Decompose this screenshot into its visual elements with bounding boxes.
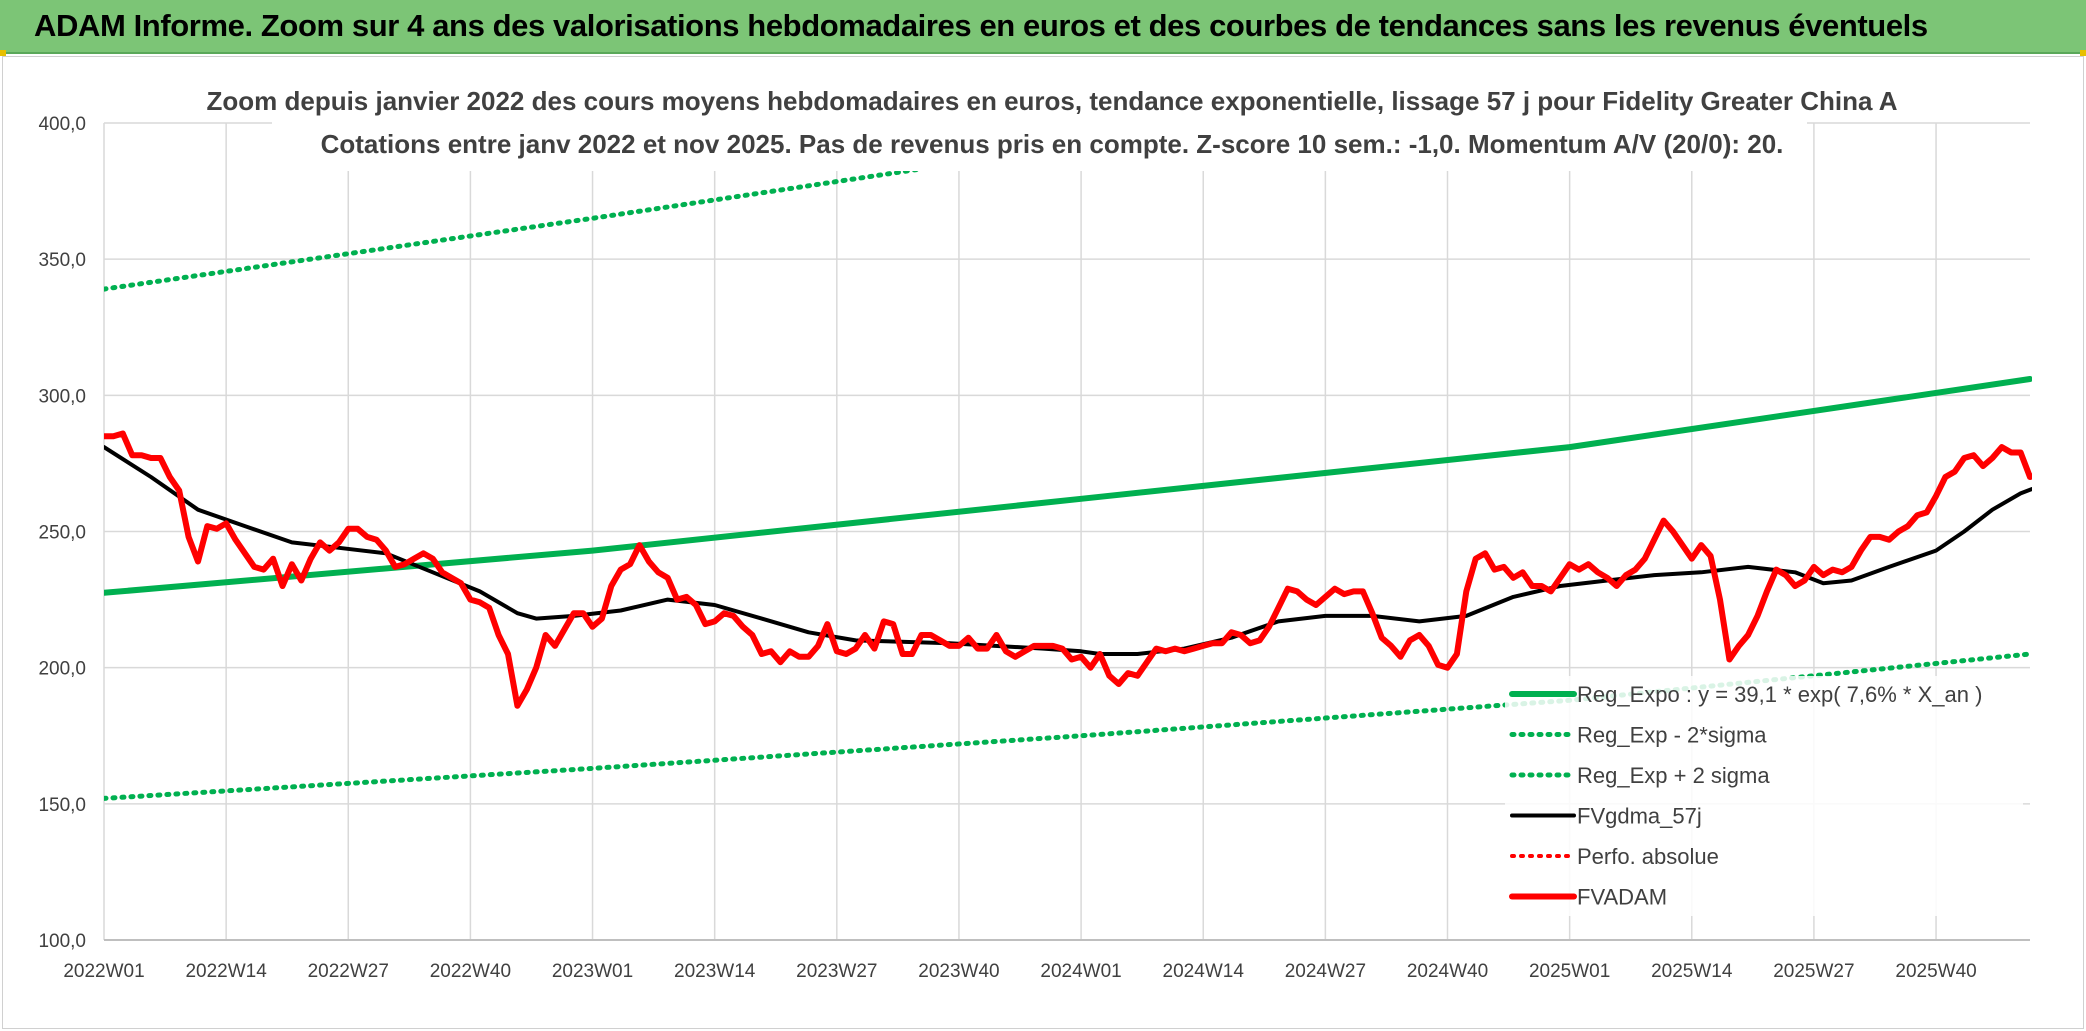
legend-background [1505,676,2023,916]
x-tick-label: 2023W27 [796,961,877,982]
x-tick-label: 2024W01 [1040,961,1121,982]
legend-item-absolute-perf: Perfo. absolue [1510,844,1719,869]
y-tick-label: 400,0 [38,114,86,135]
x-tick-label: 2025W40 [1895,961,1976,982]
smoothed-line-series [104,445,2032,656]
y-tick-label: 300,0 [38,386,86,407]
x-tick-label: 2024W40 [1407,961,1488,982]
y-tick-label: 150,0 [38,795,86,816]
chart-title-background [272,80,1807,171]
legend-item-trend: Reg_Expo : y = 39,1 * exp( 7,6% * X_an ) [1509,682,1982,707]
price-line-series [104,430,2032,709]
y-tick-label: 350,0 [38,250,86,271]
report-title: ADAM Informe. Zoom sur 4 ans des valoris… [34,8,1928,43]
legend-label: Reg_Expo : y = 39,1 * exp( 7,6% * X_an ) [1577,682,1982,707]
legend-item-upper-band: Reg_Exp + 2 sigma [1509,763,1770,788]
x-tick-label: 2025W27 [1773,961,1854,982]
legend-item-smoothed: FVgdma_57j [1510,804,1702,829]
x-tick-label: 2023W40 [918,961,999,982]
trend-line-series [104,376,2032,596]
x-tick-label: 2024W27 [1285,961,1366,982]
y-tick-label: 100,0 [38,931,86,952]
x-tick-label: 2022W27 [308,961,389,982]
x-tick-label: 2022W01 [63,961,144,982]
report-banner: ADAM Informe. Zoom sur 4 ans des valoris… [0,0,2086,54]
corner-marker-right [2080,50,2086,56]
chart-frame [2,56,2084,1029]
legend-label: Reg_Exp + 2 sigma [1577,763,1770,788]
legend: Reg_Expo : y = 39,1 * exp( 7,6% * X_an )… [1505,676,2023,916]
x-tick-label: 2023W01 [552,961,633,982]
chart-title-line-1: Zoom depuis janvier 2022 des cours moyen… [206,86,1897,116]
axes: 100,0 150,0 200,0 250,0 300,0 350,0 400,0 2022W… [38,114,2030,982]
legend-label: FVADAM [1577,885,1667,910]
y-tick-label: 200,0 [38,659,86,680]
legend-label: FVgdma_57j [1577,804,1702,829]
legend-label: Reg_Exp - 2*sigma [1577,723,1767,748]
x-tick-label: 2023W14 [674,961,756,982]
y-tick-label: 250,0 [38,523,86,544]
legend-label: Perfo. absolue [1577,844,1719,869]
chart-title-line-2: Cotations entre janv 2022 et nov 2025. P… [321,129,1784,159]
corner-marker-left [0,50,6,56]
x-tick-label: 2025W01 [1529,961,1610,982]
x-tick-label: 2025W14 [1651,961,1733,982]
x-tick-label: 2022W14 [185,961,267,982]
x-tick-label: 2022W40 [430,961,511,982]
x-tick-label: 2024W14 [1163,961,1245,982]
legend-item-lower-band: Reg_Exp - 2*sigma [1509,723,1767,748]
legend-item-price: FVADAM [1509,885,1667,910]
